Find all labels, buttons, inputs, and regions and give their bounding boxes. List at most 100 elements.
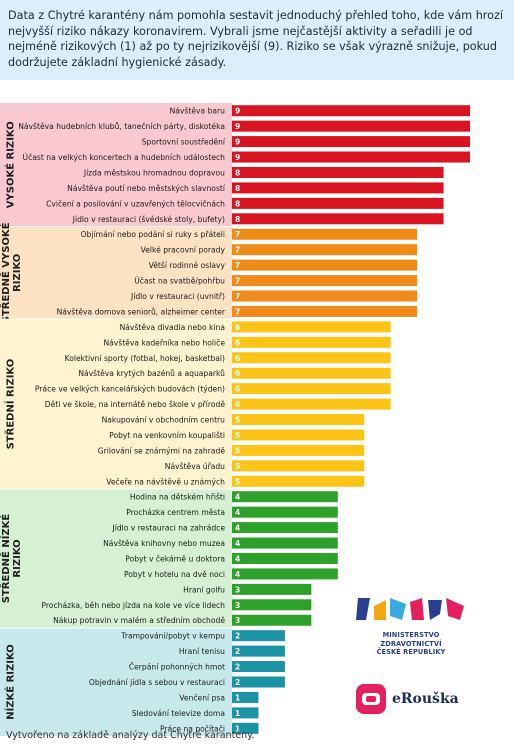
category-label: Jídlo v restauraci na zahrádce — [111, 524, 225, 533]
bar — [232, 537, 338, 549]
footer-note: Vytvořeno na základě analýzy dat Chytré … — [6, 730, 255, 741]
bar-value-label: 8 — [235, 168, 240, 177]
risk-group-band — [0, 226, 232, 320]
bar-value-label: 4 — [235, 493, 240, 502]
category-label: Sportovní soustředění — [142, 138, 226, 147]
bar — [232, 661, 285, 673]
bar — [232, 290, 418, 302]
bar-value-label: 7 — [235, 230, 240, 239]
bar-value-label: 4 — [235, 539, 240, 548]
bar — [232, 151, 470, 163]
bar-value-label: 6 — [235, 369, 240, 378]
ministry-logo: MINISTERSTVO ZDRAVOTNICTVÍ ČESKÉ REPUBLI… — [352, 594, 470, 657]
bar-value-label: 9 — [235, 122, 240, 131]
bar-value-label: 8 — [235, 215, 240, 224]
bar — [232, 429, 365, 441]
bar — [232, 691, 259, 703]
category-label: Velké pracovní porady — [141, 246, 226, 255]
bar-value-label: 7 — [235, 292, 240, 301]
category-label: Nákup potravin v malém a středním obchod… — [53, 616, 225, 625]
ministry-name-line1: MINISTERSTVO ZDRAVOTNICTVÍ — [380, 631, 442, 648]
bar — [232, 244, 418, 256]
bar-value-label: 8 — [235, 184, 240, 193]
bar-value-label: 7 — [235, 261, 240, 270]
category-label: Práce ve velkých kancelářských budovách … — [35, 385, 225, 394]
category-label: Jídlo v restauraci (švédské stoly, bufet… — [72, 215, 225, 224]
bar — [232, 614, 312, 626]
bar — [232, 506, 338, 518]
bar-value-label: 4 — [235, 570, 240, 579]
bar-value-label: 9 — [235, 153, 240, 162]
bar-value-label: 1 — [235, 693, 240, 702]
bar-value-label: 7 — [235, 307, 240, 316]
risk-group-label: VYSOKÉ RIZIKO — [4, 121, 17, 208]
bar-value-label: 9 — [235, 107, 240, 116]
bar-value-label: 2 — [235, 632, 240, 641]
bar — [232, 105, 470, 117]
category-label: Trampování/pobyt v kempu — [120, 632, 225, 641]
category-label: Větší rodinné oslavy — [149, 261, 226, 270]
bar — [232, 599, 312, 611]
bar — [232, 383, 391, 395]
bar-value-label: 5 — [235, 416, 240, 425]
category-label: Děti ve škole, na internátě nebo škole v… — [45, 400, 226, 409]
bar — [232, 166, 444, 178]
bar — [232, 583, 312, 595]
risk-group-band — [0, 319, 232, 489]
category-label: Návštěva hudebních klubů, tanečních párt… — [18, 122, 225, 131]
category-label: Procházka, běh nebo jízda na kole ve víc… — [41, 601, 225, 610]
category-label: Kolektivní sporty (fotbal, hokej, basket… — [65, 354, 225, 363]
bar — [232, 444, 365, 456]
category-label: Pobyt na venkovním koupališti — [109, 431, 225, 440]
bar-value-label: 9 — [235, 138, 240, 147]
bar-value-label: 1 — [235, 724, 240, 733]
bar — [232, 321, 391, 333]
bar-value-label: 5 — [235, 431, 240, 440]
bar-value-label: 6 — [235, 354, 240, 363]
bar-value-label: 2 — [235, 647, 240, 656]
category-label: Hraní golfu — [183, 585, 225, 594]
bar — [232, 228, 418, 240]
bar-value-label: 3 — [235, 585, 240, 594]
bar-value-label: 6 — [235, 385, 240, 394]
bar — [232, 645, 285, 657]
category-label: Večeře na návštěvě u známých — [106, 477, 225, 486]
bar-value-label: 6 — [235, 338, 240, 347]
bar-value-label: 6 — [235, 323, 240, 332]
bar-value-label: 5 — [235, 446, 240, 455]
bar-value-label: 4 — [235, 524, 240, 533]
category-label: Hraní tenisu — [179, 647, 225, 656]
category-label: Pobyt v čekárně u doktora — [125, 554, 225, 563]
intro-panel: Data z Chytré karantény nám pomohla sest… — [0, 0, 514, 80]
category-label: Účast na velkých koncertech a hudebních … — [23, 153, 226, 162]
category-label: Procházka centrem města — [126, 508, 225, 517]
bar — [232, 414, 365, 426]
bar-value-label: 7 — [235, 246, 240, 255]
category-label: Jídlo v restauraci (uvnitř) — [130, 292, 225, 301]
bar — [232, 305, 418, 317]
bar-value-label: 5 — [235, 477, 240, 486]
bar — [232, 352, 391, 364]
bar — [232, 707, 259, 719]
bar-value-label: 3 — [235, 616, 240, 625]
bar — [232, 676, 285, 688]
bar — [232, 722, 259, 734]
category-label: Návštěva domova seniorů, alzheimer cente… — [57, 307, 226, 316]
erouska-app-icon — [356, 684, 386, 714]
bar — [232, 213, 444, 225]
bar — [232, 491, 338, 503]
bar-value-label: 3 — [235, 601, 240, 610]
category-label: Venčení psa — [179, 693, 225, 702]
category-label: Návštěva divadla nebo kina — [120, 323, 225, 332]
bar-value-label: 6 — [235, 400, 240, 409]
bar — [232, 522, 338, 534]
bar — [232, 475, 365, 487]
category-label: Účast na svatbě/pohřbu — [134, 277, 225, 286]
erouska-label: eRouška — [392, 691, 459, 707]
category-label: Sledování televize doma — [132, 709, 225, 718]
risk-group-band — [0, 627, 232, 737]
bar — [232, 460, 365, 472]
risk-group-label: STŘEDNÍ RIZIKO — [4, 359, 17, 450]
bar — [232, 336, 391, 348]
risk-group-label: STŘEDNĚ VYSOKÉRIZIKO — [0, 222, 23, 323]
